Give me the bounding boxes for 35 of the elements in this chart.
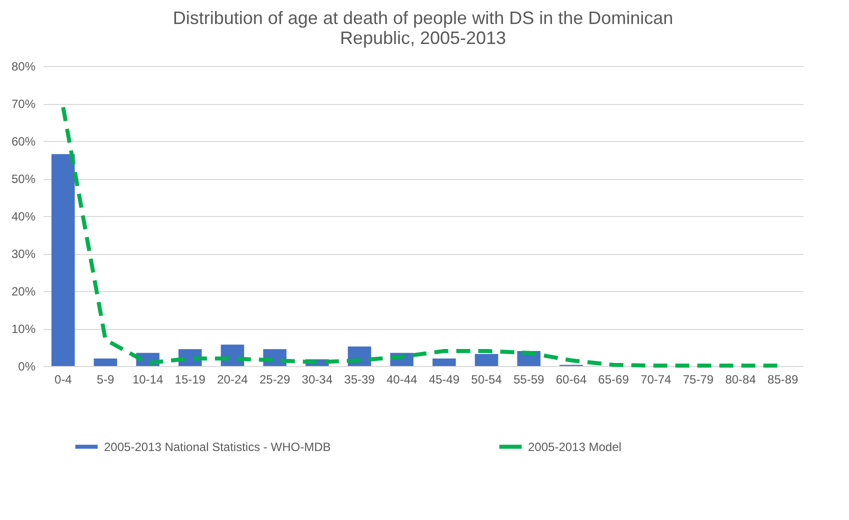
x-tick-label: 85-89: [768, 372, 799, 386]
x-tick-label: 65-69: [598, 372, 630, 386]
text: Republic, 2005-2013: [340, 28, 506, 48]
x-tick-label: 5-9: [96, 372, 114, 386]
x-tick-label: 35-39: [344, 372, 376, 386]
bar: [94, 358, 118, 366]
y-tick-label: 30%: [11, 247, 36, 261]
x-tick-label: 10-14: [132, 372, 164, 386]
y-tick-label: 0%: [18, 360, 36, 374]
x-tick-label: 60-64: [556, 372, 587, 386]
x-tick-label: 55-59: [514, 372, 545, 386]
y-tick-label: 20%: [11, 284, 36, 298]
y-tick-label: 70%: [11, 97, 36, 111]
y-tick-label: 40%: [11, 210, 36, 224]
text: Distribution of age at death of people with DS in the Dominican: [172, 8, 674, 28]
x-tick-label: 15-19: [174, 372, 206, 386]
y-tick-label: 10%: [11, 322, 36, 336]
y-tick-label: 50%: [11, 172, 36, 186]
x-tick-label: 70-74: [640, 372, 672, 386]
x-tick-label: 75-79: [682, 372, 714, 386]
y-tick-label: 80%: [11, 60, 36, 74]
x-tick-label: 40-44: [386, 372, 418, 386]
x-tick-label: 30-34: [302, 372, 333, 386]
bar: [474, 354, 498, 366]
legend-label: 2005-2013 National Statistics - WHO-MDB: [104, 440, 331, 454]
x-tick-label: 20-24: [217, 372, 248, 386]
x-tick-label: 25-29: [259, 372, 290, 386]
x-tick-label: 80-84: [725, 372, 756, 386]
y-tick-label: 60%: [11, 134, 36, 148]
x-tick-label: 45-49: [428, 372, 460, 386]
x-tick-label: 50-54: [471, 372, 502, 386]
bar: [432, 358, 456, 366]
x-tick-label: 0-4: [54, 372, 72, 386]
legend-label: 2005-2013 Model: [528, 440, 622, 454]
bar: [51, 154, 75, 366]
